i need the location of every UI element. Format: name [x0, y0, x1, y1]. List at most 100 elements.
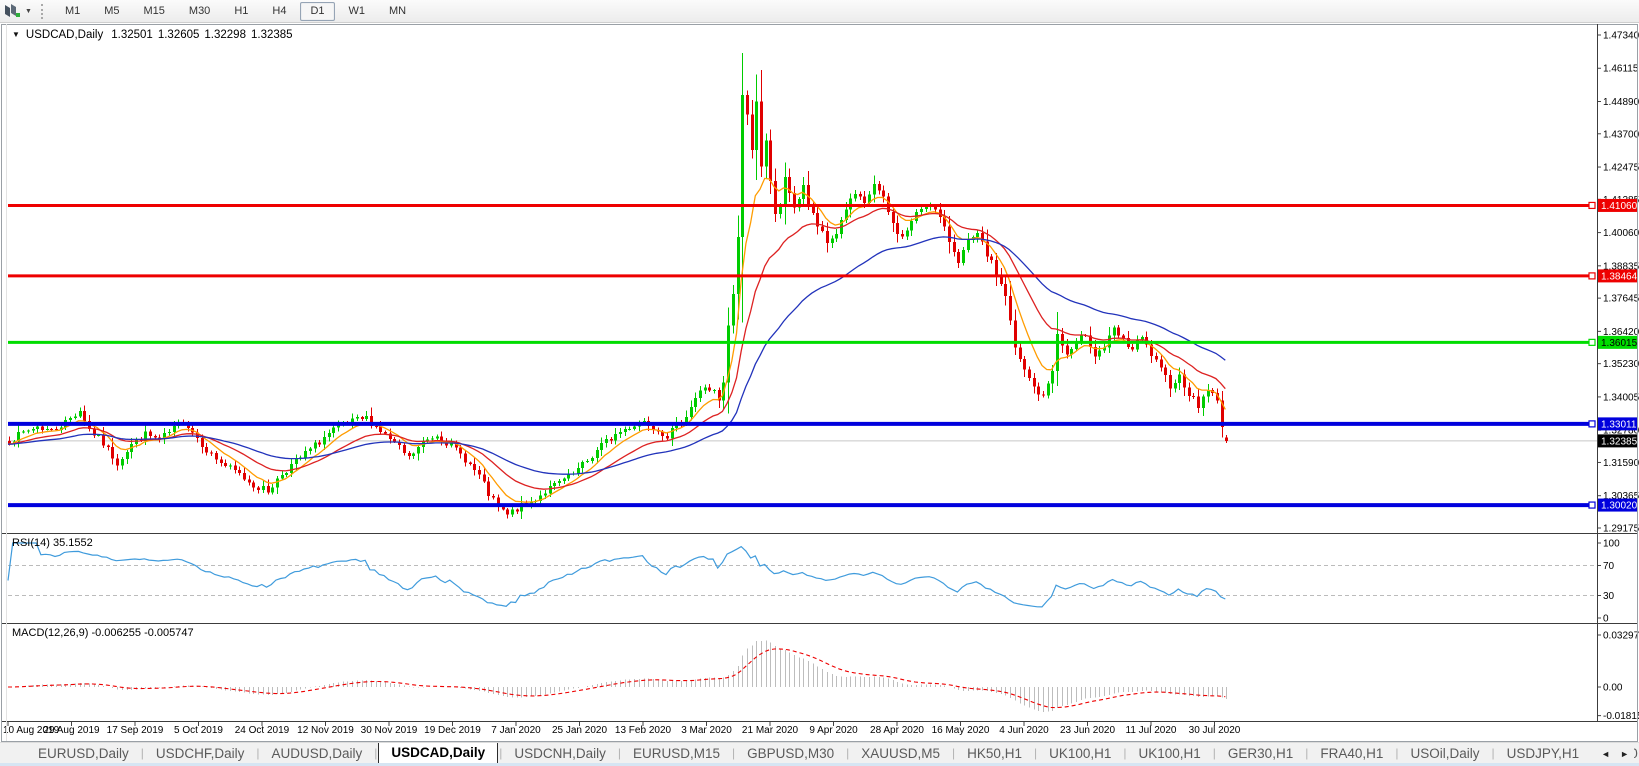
tab-separator: | [1305, 746, 1309, 760]
tab-separator: | [1491, 746, 1495, 760]
tab-eurusd-m15[interactable]: EURUSD,M15 [632, 745, 720, 761]
symbol-label: USDCAD,Daily [25, 29, 104, 41]
svg-text:100: 100 [1603, 539, 1620, 550]
tab-usoil-daily[interactable]: USOil,Daily [1410, 745, 1480, 761]
timeframe-button-h4[interactable]: H4 [272, 4, 287, 17]
svg-text:1.41060: 1.41060 [1601, 201, 1638, 212]
tab-separator: | [499, 746, 503, 760]
timeframe-button-w1[interactable]: W1 [348, 4, 366, 17]
svg-text:23 Jun 2020: 23 Jun 2020 [1060, 725, 1115, 736]
pane-borders [1, 24, 1638, 742]
tab-separator: | [732, 746, 736, 760]
hline-anchor [1588, 501, 1596, 509]
close-value: 1.32385 [250, 29, 293, 41]
svg-text:1.37645: 1.37645 [1603, 294, 1639, 305]
tab-separator: | [1033, 746, 1038, 760]
svg-text:21 Mar 2020: 21 Mar 2020 [742, 725, 799, 736]
timeframe-button-m30[interactable]: M30 [188, 4, 211, 17]
tab-hk50-h1[interactable]: HK50,H1 [967, 745, 1022, 761]
tab-ger30-h1[interactable]: GER30,H1 [1227, 745, 1294, 761]
hline-anchor [1588, 420, 1596, 428]
macd-signal-line [8, 648, 1226, 709]
low-value: 1.32298 [204, 29, 246, 41]
tab-usdcnh-daily[interactable]: USDCNH,Daily [514, 745, 606, 761]
tab-audusd-daily[interactable]: AUDUSD,Daily [271, 745, 363, 761]
timeframe-button-h1[interactable]: H1 [234, 4, 249, 17]
open-value: 1.32501 [111, 29, 153, 41]
chart-tab-bar: EURUSD,Daily | USDCHF,Daily | AUDUSD,Daily | U… [0, 742, 1639, 763]
timeframe-button-mn[interactable]: MN [389, 4, 407, 17]
svg-text:1.34005: 1.34005 [1603, 392, 1639, 403]
svg-text:25 Jan 2020: 25 Jan 2020 [552, 725, 607, 736]
svg-text:1.46115: 1.46115 [1603, 64, 1639, 75]
svg-text:30 Nov 2019: 30 Nov 2019 [361, 725, 418, 736]
current-price-label: 1.32385 [1598, 434, 1638, 448]
svg-text:7 Jan 2020: 7 Jan 2020 [491, 725, 541, 736]
tab-usdchf-daily[interactable]: USDCHF,Daily [155, 745, 245, 761]
tab-usdjpy-h1[interactable]: USDJPY,H1 [1506, 745, 1580, 761]
svg-text:1.30365: 1.30365 [1603, 491, 1639, 502]
tab-fra40-h1[interactable]: FRA40,H1 [1320, 745, 1384, 761]
tab-separator: | [256, 746, 260, 760]
collapse-icon[interactable]: ▼ [12, 30, 20, 39]
tab-separator: | [846, 746, 850, 760]
toolbar-gripper[interactable] [40, 3, 43, 19]
tab-usdcad-daily[interactable]: USDCAD,Daily [378, 743, 499, 763]
tab-eurusd-daily[interactable]: EURUSD,Daily [38, 745, 129, 761]
timeframe-button-d1[interactable]: D1 [300, 1, 335, 21]
tab-separator: | [617, 746, 621, 760]
axis-label-1.38464: 1.38464 [1598, 269, 1638, 283]
svg-text:30: 30 [1603, 591, 1615, 602]
tab-separator: | [1212, 746, 1216, 760]
svg-text:5 Oct 2019: 5 Oct 2019 [174, 725, 223, 736]
svg-text:0.00: 0.00 [1603, 683, 1623, 694]
svg-text:10 Aug 2019: 10 Aug 2019 [3, 725, 60, 736]
tab-separator: | [140, 746, 144, 760]
macd-indicator-label: MACD(12,26,9) -0.006255 -0.005747 [12, 627, 194, 639]
rsi-indicator-label: RSI(14) 35.1552 [12, 537, 93, 549]
chart-tabs: EURUSD,Daily | USDCHF,Daily | AUDUSD,Daily | U… [27, 743, 1639, 763]
tab-uk100-h1[interactable]: UK100,H1 [1138, 745, 1201, 761]
svg-text:1.36015: 1.36015 [1601, 338, 1638, 349]
svg-text:1.29175: 1.29175 [1603, 524, 1639, 535]
ma-slow-line [7, 236, 1226, 475]
main-pane[interactable] [7, 52, 1597, 519]
scroll-right-icon[interactable]: ► [1620, 748, 1629, 759]
rsi-line [7, 542, 1226, 608]
axis-label-1.41060: 1.41060 [1598, 198, 1638, 212]
chart-title: ▼ USDCAD,Daily 1.32501 1.32605 1.32298 1.3238… [12, 29, 298, 41]
ma-fast-line [7, 177, 1226, 503]
axis-label-1.30020: 1.30020 [1598, 498, 1638, 512]
hline-anchor [1588, 338, 1596, 346]
rsi-pane[interactable] [7, 542, 1597, 608]
tab-scroll-arrows: ◄ ► [1590, 743, 1634, 763]
tab-uk100-h1[interactable]: UK100,H1 [1049, 745, 1112, 761]
svg-text:24 Oct 2019: 24 Oct 2019 [235, 725, 290, 736]
tab-gbpusd-m30[interactable]: GBPUSD,M30 [747, 745, 835, 761]
svg-text:30 Jul 2020: 30 Jul 2020 [1189, 725, 1241, 736]
chart-tools-icon[interactable] [2, 3, 22, 19]
axis-label-1.33011: 1.33011 [1598, 417, 1638, 431]
svg-text:19 Dec 2019: 19 Dec 2019 [424, 725, 481, 736]
tab-separator: | [374, 746, 378, 760]
svg-text:0.032972: 0.032972 [1603, 631, 1639, 642]
svg-text:70: 70 [1603, 561, 1615, 572]
svg-text:1.43700: 1.43700 [1603, 129, 1639, 140]
timeframe-toolbar: ▼ M1 M5 M15 M30 H1 H4 D1 W1 MN [0, 0, 1639, 23]
svg-text:29 Aug 2019: 29 Aug 2019 [43, 725, 100, 736]
timeframe-button-m1[interactable]: M1 [64, 4, 81, 17]
svg-text:1.31590: 1.31590 [1603, 458, 1639, 469]
tab-xauusd-m5[interactable]: XAUUSD,M5 [861, 745, 941, 761]
timeframe-button-m15[interactable]: M15 [143, 4, 165, 17]
chevron-down-icon[interactable]: ▼ [25, 7, 32, 15]
svg-text:1.33011: 1.33011 [1601, 419, 1637, 430]
scroll-left-icon[interactable]: ◄ [1601, 748, 1611, 759]
svg-text:1.40060: 1.40060 [1603, 228, 1639, 239]
ma-medium-line [7, 207, 1226, 490]
macd-pane[interactable] [8, 640, 1227, 712]
timeframe-button-m5[interactable]: M5 [104, 4, 120, 17]
svg-text:-0.01815: -0.01815 [1603, 711, 1639, 722]
hline-anchor [1588, 272, 1596, 280]
